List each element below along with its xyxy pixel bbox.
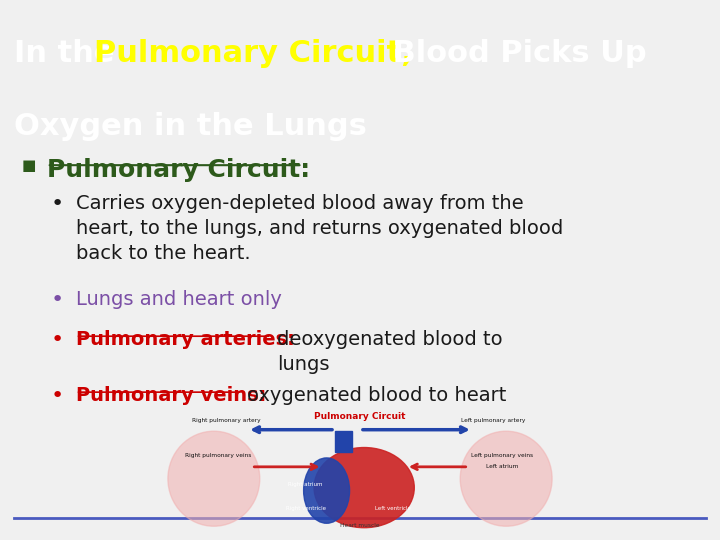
- Text: ■: ■: [22, 158, 36, 173]
- Text: Pulmonary Circuit,: Pulmonary Circuit,: [94, 39, 413, 69]
- Text: deoxygenated blood to
lungs: deoxygenated blood to lungs: [277, 330, 503, 374]
- Text: Lungs and heart only: Lungs and heart only: [76, 291, 282, 309]
- Text: Pulmonary Circuit: Pulmonary Circuit: [314, 412, 406, 421]
- Text: Pulmonary veins:: Pulmonary veins:: [76, 386, 273, 405]
- Text: Left pulmonary veins: Left pulmonary veins: [471, 454, 533, 458]
- Ellipse shape: [460, 431, 552, 526]
- Ellipse shape: [304, 458, 350, 523]
- Text: •: •: [50, 194, 63, 214]
- Text: Heart muscle: Heart muscle: [340, 523, 380, 528]
- Text: Right pulmonary artery: Right pulmonary artery: [192, 418, 261, 423]
- Ellipse shape: [314, 448, 414, 528]
- Text: oxygenated blood to heart: oxygenated blood to heart: [247, 386, 506, 405]
- FancyArrow shape: [335, 431, 351, 452]
- Text: Left pulmonary artery: Left pulmonary artery: [462, 418, 526, 423]
- Text: Right pulmonary veins: Right pulmonary veins: [185, 454, 251, 458]
- Text: Oxygen in the Lungs: Oxygen in the Lungs: [14, 112, 367, 141]
- Text: Pulmonary Circuit:: Pulmonary Circuit:: [47, 158, 310, 183]
- Text: Left atrium: Left atrium: [486, 464, 518, 469]
- Text: In the: In the: [14, 39, 125, 69]
- Text: •: •: [50, 330, 63, 350]
- Text: Left ventricle: Left ventricle: [375, 506, 411, 511]
- Text: •: •: [50, 291, 63, 310]
- Text: Carries oxygen-depleted blood away from the
heart, to the lungs, and returns oxy: Carries oxygen-depleted blood away from …: [76, 194, 563, 264]
- Text: Blood Picks Up: Blood Picks Up: [382, 39, 647, 69]
- Text: •: •: [50, 386, 63, 406]
- Ellipse shape: [168, 431, 260, 526]
- Text: Right atrium: Right atrium: [289, 482, 323, 487]
- Text: Right ventricle: Right ventricle: [286, 506, 325, 511]
- Text: Pulmonary arteries:: Pulmonary arteries:: [76, 330, 301, 349]
